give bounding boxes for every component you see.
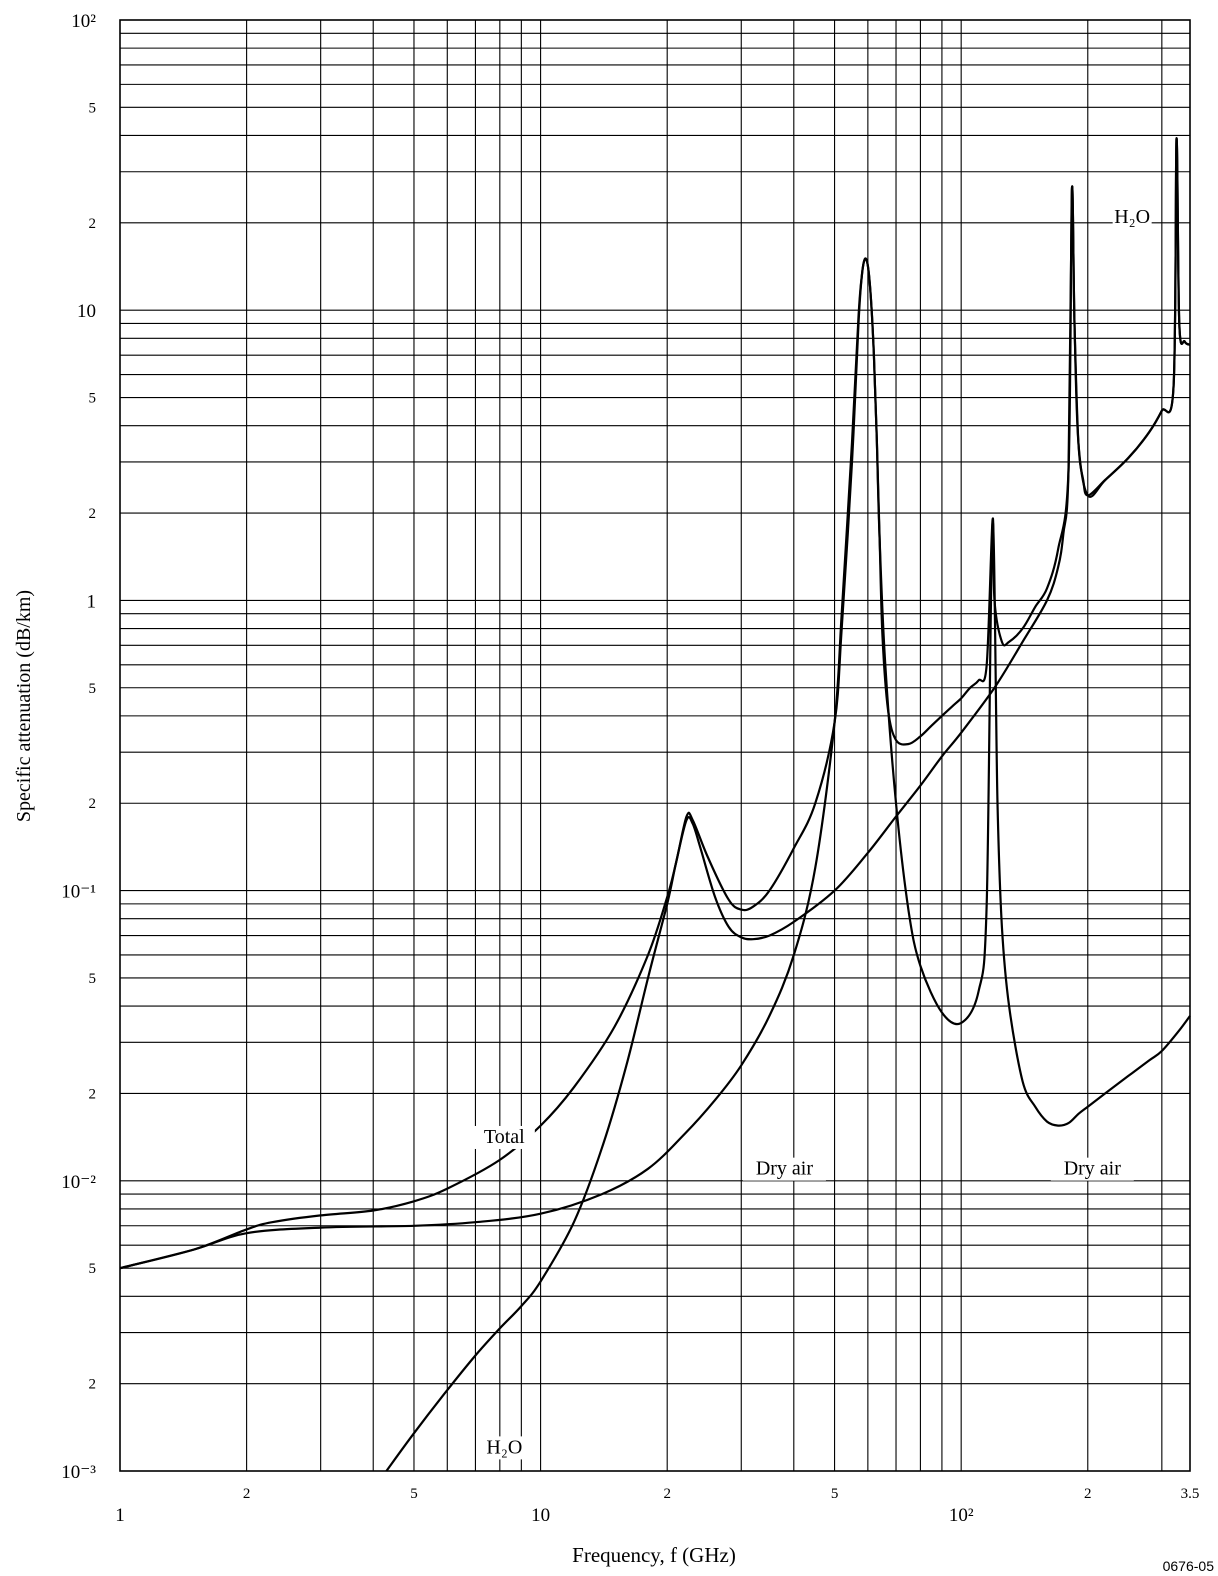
y-tick-label: 10 xyxy=(77,301,96,322)
annotation-label: H₂O xyxy=(486,1436,522,1458)
annotation-bg xyxy=(742,1157,826,1181)
x-tick-label: 1 xyxy=(115,1505,125,1526)
x-tick-label: 2 xyxy=(663,1486,671,1502)
annotation-label: Total xyxy=(484,1126,525,1148)
x-tick-labels: 1 2 5 10 2 5 10² 2 3.5 xyxy=(115,1486,1199,1526)
series-line-dry-air xyxy=(119,257,1191,1270)
y-tick-label: 10⁻¹ xyxy=(61,882,96,903)
y-tick-label: 10⁻³ xyxy=(61,1462,96,1483)
y-tick-label: 2 xyxy=(89,1377,97,1393)
x-tick-label: 2 xyxy=(243,1486,251,1502)
x-tick-label: 3.5 xyxy=(1181,1486,1200,1502)
y-tick-label: 5 xyxy=(89,391,97,407)
figure-id: 0676-05 xyxy=(1162,1558,1214,1574)
annotation-bg xyxy=(473,1125,535,1149)
x-tick-label: 5 xyxy=(410,1486,418,1502)
y-tick-label: 5 xyxy=(89,100,97,116)
x-axis-label: Frequency, f (GHz) xyxy=(572,1543,736,1567)
annotation-bg xyxy=(1112,205,1152,229)
annotation-bg xyxy=(484,1436,524,1460)
y-tick-label: 1 xyxy=(87,591,97,612)
annotation-label: Dry air xyxy=(1064,1158,1122,1180)
curve-annotations: Total Dry air Dry air H₂O H₂O xyxy=(473,205,1152,1460)
y-tick-label: 5 xyxy=(89,971,97,987)
y-tick-label: 2 xyxy=(89,1086,97,1102)
x-tick-label: 10² xyxy=(949,1505,974,1526)
y-tick-label: 5 xyxy=(89,681,97,697)
plot-frame xyxy=(119,19,1191,1472)
y-tick-label: 2 xyxy=(89,216,97,232)
y-axis-label: Specific attenuation (dB/km) xyxy=(13,590,35,822)
curves xyxy=(119,137,1191,1472)
annotation-label: H₂O xyxy=(1114,206,1150,228)
x-tick-label: 5 xyxy=(831,1486,839,1502)
y-tick-label: 2 xyxy=(89,506,97,522)
y-tick-label: 10⁻² xyxy=(61,1172,96,1193)
x-tick-label: 10 xyxy=(531,1505,550,1526)
x-tick-label: 2 xyxy=(1084,1486,1092,1502)
y-tick-label: 5 xyxy=(89,1261,97,1277)
grid xyxy=(120,20,1190,1471)
annotation-label: Dry air xyxy=(756,1158,814,1180)
y-tick-labels: 10⁻³ 2 5 10⁻² 2 5 10⁻¹ 2 5 1 2 5 10 2 5 10² xyxy=(61,11,96,1483)
series-line-h-o xyxy=(385,137,1191,1472)
y-tick-label: 2 xyxy=(89,796,97,812)
annotation-bg xyxy=(1050,1157,1134,1181)
y-tick-label: 10² xyxy=(71,11,96,32)
